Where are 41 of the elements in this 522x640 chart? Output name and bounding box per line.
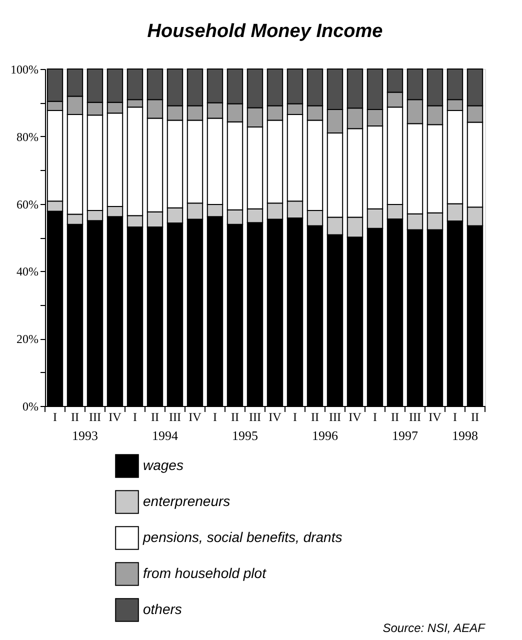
x-tick-label: II [391, 410, 399, 424]
x-tick-label: IV [428, 410, 442, 424]
y-tick-label: 20% [16, 332, 38, 346]
text: 1995 [232, 428, 258, 443]
x-tick-label: I [373, 410, 377, 424]
x-tick-label: I [213, 410, 217, 424]
text: 1998 [452, 428, 478, 443]
x-tick-label: II [71, 410, 79, 424]
y-tick-label: 80% [16, 130, 38, 144]
x-tick-label: II [151, 410, 159, 424]
legend-label: wages [143, 457, 184, 473]
legend-label: others [143, 601, 182, 617]
text: 1993 [72, 428, 98, 443]
chart-title: Household Money Income [147, 21, 384, 42]
x-tick-label: III [169, 410, 181, 424]
x-tick-label: IV [108, 410, 122, 424]
text: 1994 [152, 428, 178, 443]
legend-label: from household plot [143, 565, 268, 581]
x-tick-label: II [231, 410, 239, 424]
x-tick-label: IV [188, 410, 202, 424]
legend-label: enterpreneurs [143, 493, 230, 509]
x-tick-label: IV [348, 410, 362, 424]
y-tick-label: 0% [22, 400, 38, 414]
x-tick-label: IV [268, 410, 282, 424]
x-tick-label: III [89, 410, 101, 424]
y-tick-label: 40% [16, 264, 38, 279]
text: 1997 [392, 428, 418, 443]
x-tick-label: II [471, 410, 479, 424]
y-tick-label: 100% [10, 62, 38, 76]
x-tick-label: I [293, 410, 297, 424]
x-tick-label: III [409, 410, 421, 424]
y-tick-label: 60% [16, 197, 38, 212]
x-tick-label: I [453, 410, 457, 424]
source-note: Source: NSI, AEAF [382, 621, 486, 635]
text: 1996 [312, 428, 338, 443]
x-tick-label: III [249, 410, 261, 424]
x-tick-label: III [329, 410, 341, 424]
x-tick-label: I [133, 410, 137, 424]
legend-label: pensions, social benefits, drants [142, 529, 342, 545]
x-tick-label: II [311, 410, 319, 424]
x-tick-label: I [53, 410, 57, 424]
